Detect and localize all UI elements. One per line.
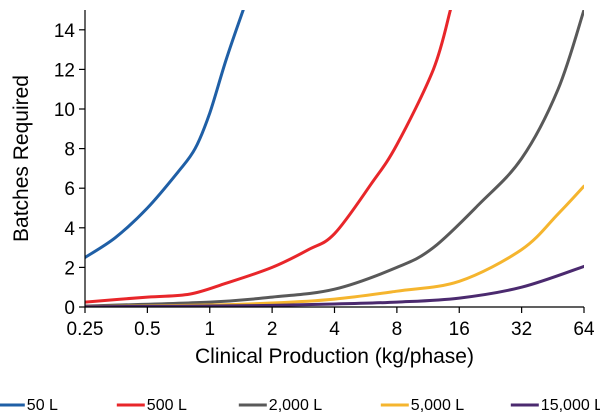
x-tick-label: 16 [449, 319, 470, 340]
y-axis-ticks: 0 2 4 6 8 10 12 14 [54, 21, 85, 319]
plot-lines [85, 10, 584, 307]
x-tick-label: 2 [267, 319, 278, 340]
y-tick-label: 12 [54, 60, 75, 81]
x-tick-label: 0.5 [134, 319, 160, 340]
x-tick-label: 64 [573, 319, 595, 340]
legend-item: 5,000 L [380, 397, 464, 414]
legend: 50 L 500 L 2,000 L 5,000 L 15,000 L [0, 397, 600, 414]
series-line [85, 10, 245, 259]
series-line [85, 10, 584, 307]
x-tick-label: 4 [329, 319, 340, 340]
x-tick-label: 0.25 [67, 319, 104, 340]
x-axis-ticks: 0.25 0.5 1 2 4 8 16 32 64 [67, 307, 595, 340]
legend-label: 5,000 L [411, 397, 464, 414]
y-tick-label: 4 [64, 219, 75, 240]
y-tick-label: 8 [64, 140, 75, 161]
x-tick-label: 1 [204, 319, 215, 340]
legend-item: 2,000 L [238, 397, 322, 414]
legend-label: 15,000 L [541, 397, 600, 414]
x-axis-title: Clinical Production (kg/phase) [195, 345, 474, 368]
legend-item: 500 L [116, 397, 187, 414]
y-tick-label: 14 [54, 21, 76, 42]
y-tick-label: 6 [64, 179, 75, 200]
x-tick-label: 8 [392, 319, 403, 340]
y-axis-title: Batches Required [10, 75, 33, 242]
legend-label: 50 L [27, 397, 58, 414]
y-tick-label: 0 [64, 298, 75, 319]
x-tick-label: 32 [511, 319, 532, 340]
series-line [85, 10, 452, 304]
legend-item: 50 L [0, 397, 58, 414]
series-line [85, 264, 584, 307]
y-tick-label: 2 [64, 258, 75, 279]
y-tick-label: 10 [54, 100, 75, 121]
legend-label: 2,000 L [269, 397, 322, 414]
legend-item: 15,000 L [510, 397, 600, 414]
legend-label: 500 L [147, 397, 187, 414]
